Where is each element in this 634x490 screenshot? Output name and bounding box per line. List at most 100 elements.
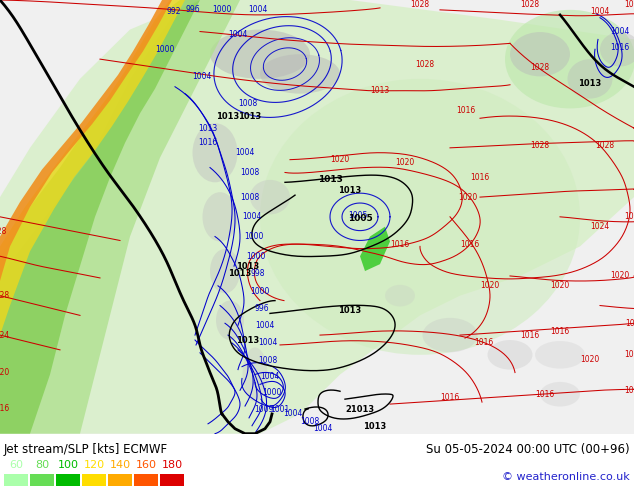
Text: 1000: 1000	[212, 5, 231, 14]
Text: 1008: 1008	[259, 356, 278, 365]
Text: 1004: 1004	[256, 321, 275, 330]
Text: 1028: 1028	[531, 141, 550, 150]
Text: 1013: 1013	[363, 422, 387, 431]
Text: 1000: 1000	[155, 45, 175, 54]
Text: 1004: 1004	[261, 372, 280, 381]
Text: 1020: 1020	[550, 281, 569, 290]
Text: 1028: 1028	[415, 60, 434, 69]
Text: 1004: 1004	[611, 27, 630, 36]
Text: 1008: 1008	[238, 99, 257, 108]
Text: 1013: 1013	[198, 123, 217, 133]
Text: 1020: 1020	[624, 350, 634, 359]
Bar	[56, 474, 80, 486]
Text: 1016: 1016	[625, 319, 634, 328]
Polygon shape	[0, 0, 172, 281]
Polygon shape	[0, 0, 240, 434]
Text: 1013: 1013	[370, 86, 390, 95]
Text: 1024: 1024	[0, 331, 10, 340]
Text: 1013: 1013	[216, 112, 240, 121]
Text: 1013: 1013	[236, 262, 259, 270]
Text: 1020: 1020	[330, 155, 349, 164]
Text: 1020: 1020	[458, 193, 477, 201]
Ellipse shape	[567, 59, 612, 98]
Text: 60: 60	[9, 460, 23, 470]
Text: 1016: 1016	[535, 390, 555, 399]
Text: 1004: 1004	[235, 148, 255, 157]
Text: 1004: 1004	[228, 30, 248, 39]
Ellipse shape	[250, 180, 290, 214]
Text: 21013: 21013	[346, 405, 375, 414]
Ellipse shape	[216, 300, 244, 340]
Text: 1020: 1020	[0, 368, 10, 377]
Text: 1013: 1013	[228, 270, 252, 278]
Ellipse shape	[600, 32, 634, 67]
Text: 1016: 1016	[611, 43, 630, 52]
Text: 996: 996	[255, 304, 269, 313]
Text: 992: 992	[167, 7, 181, 16]
Text: Jet stream/SLP [kts] ECMWF: Jet stream/SLP [kts] ECMWF	[4, 443, 168, 456]
Text: 80: 80	[35, 460, 49, 470]
Text: 1016: 1016	[550, 327, 569, 336]
Text: 1020: 1020	[580, 355, 600, 364]
Text: 1024: 1024	[590, 222, 610, 231]
Ellipse shape	[242, 347, 268, 402]
Text: 1004: 1004	[590, 7, 610, 16]
Text: 1004: 1004	[242, 212, 262, 221]
Ellipse shape	[260, 79, 580, 355]
Text: © weatheronline.co.uk: © weatheronline.co.uk	[502, 472, 630, 482]
Text: 1004: 1004	[283, 410, 302, 418]
Text: 1020: 1020	[611, 271, 630, 280]
Text: 1016: 1016	[521, 331, 540, 340]
Polygon shape	[360, 227, 390, 271]
Ellipse shape	[210, 249, 240, 293]
Ellipse shape	[505, 10, 634, 108]
Bar	[30, 474, 54, 486]
Text: 1028: 1028	[521, 0, 540, 9]
Text: 1013: 1013	[339, 186, 361, 195]
Text: 1000: 1000	[244, 232, 264, 241]
Text: 998: 998	[251, 270, 265, 278]
Text: 1016: 1016	[0, 404, 10, 413]
Ellipse shape	[193, 123, 238, 182]
Text: Su 05-05-2024 00:00 UTC (00+96): Su 05-05-2024 00:00 UTC (00+96)	[427, 443, 630, 456]
Text: 1005: 1005	[348, 211, 368, 220]
Text: 100: 100	[58, 460, 79, 470]
Text: 1020: 1020	[481, 281, 500, 290]
Polygon shape	[0, 0, 200, 434]
Text: 1000: 1000	[250, 287, 269, 296]
Text: 1016: 1016	[474, 339, 494, 347]
Text: 1000: 1000	[262, 388, 281, 397]
Text: 1020: 1020	[396, 158, 415, 167]
Text: 1028: 1028	[595, 141, 614, 150]
Text: 140: 140	[110, 460, 131, 470]
Ellipse shape	[202, 192, 238, 242]
Text: 1016: 1016	[441, 392, 460, 402]
Text: 1009: 1009	[254, 405, 274, 414]
Ellipse shape	[260, 54, 340, 94]
Text: 1000: 1000	[247, 252, 266, 261]
Text: 160: 160	[136, 460, 157, 470]
Bar	[82, 474, 106, 486]
Text: 1016: 1016	[456, 106, 476, 115]
Text: 1004: 1004	[258, 339, 278, 347]
Text: 1013: 1013	[318, 175, 342, 184]
Ellipse shape	[422, 318, 477, 352]
Text: 1005: 1005	[347, 214, 372, 223]
Bar	[4, 474, 28, 486]
Text: 1016: 1016	[198, 138, 217, 147]
Bar	[160, 474, 184, 486]
Text: 1028: 1028	[410, 0, 430, 9]
Ellipse shape	[210, 29, 310, 79]
Ellipse shape	[540, 382, 580, 407]
Text: 1024: 1024	[624, 212, 634, 221]
Ellipse shape	[385, 285, 415, 307]
Text: 1016: 1016	[624, 386, 634, 395]
Text: 1008: 1008	[240, 193, 260, 201]
Text: 028: 028	[0, 227, 7, 236]
Text: 1013: 1013	[339, 306, 361, 315]
Text: 1028: 1028	[0, 291, 10, 300]
Text: 180: 180	[162, 460, 183, 470]
Polygon shape	[0, 0, 634, 434]
Text: 1004: 1004	[249, 5, 268, 14]
Bar	[108, 474, 132, 486]
